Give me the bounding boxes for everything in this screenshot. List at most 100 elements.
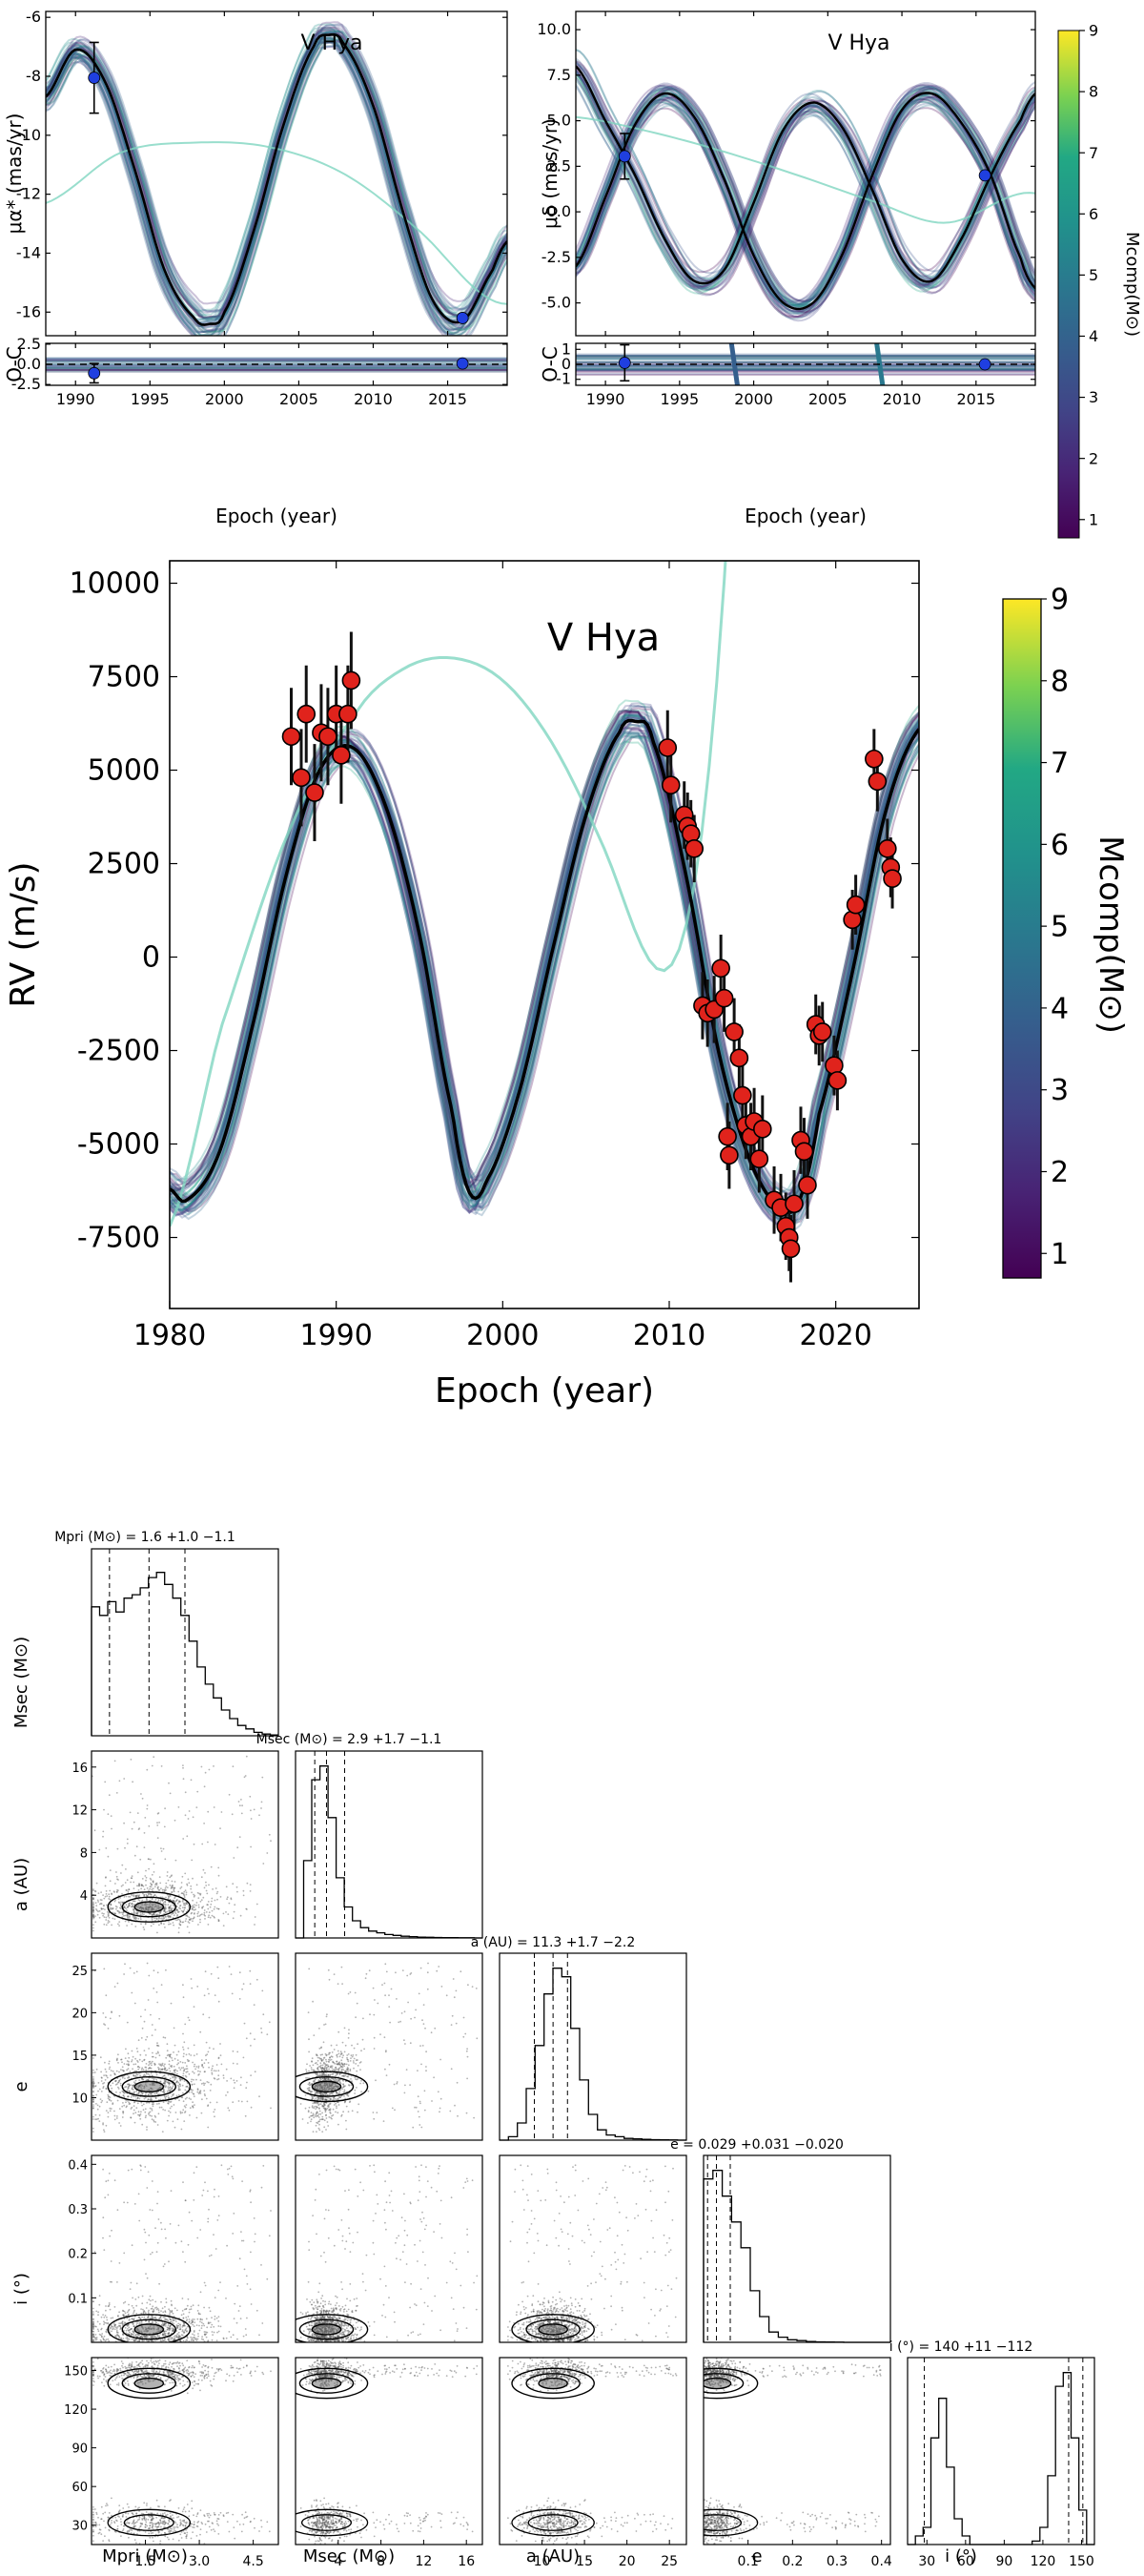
sample-point: [193, 1916, 195, 1919]
sample-point: [116, 1982, 119, 1985]
sample-point: [162, 1847, 165, 1850]
sample-point: [124, 2057, 127, 2060]
sample-point: [187, 2016, 190, 2019]
sample-point: [101, 2335, 103, 2338]
sample-point: [396, 1998, 398, 2000]
sample-point: [137, 1895, 140, 1898]
sample-point: [314, 2092, 317, 2095]
sample-point: [125, 2106, 128, 2109]
sample-point: [131, 2088, 133, 2091]
sample-point: [217, 1907, 220, 1910]
sample-point: [197, 2073, 200, 2076]
sample-point: [335, 2074, 337, 2077]
sample-point: [377, 2002, 379, 2005]
sample-point: [327, 2074, 330, 2076]
density-contour: [298, 2075, 355, 2097]
sample-point: [433, 2076, 435, 2079]
sample-point: [338, 2063, 341, 2066]
sample-point: [171, 2087, 174, 2090]
sample-point: [169, 2087, 171, 2090]
sample-point: [183, 2052, 185, 2055]
pm-ra-data-point: [88, 72, 101, 84]
sample-point: [173, 2104, 175, 2106]
sample-point: [330, 2097, 332, 2100]
sample-point: [191, 2078, 194, 2081]
posterior-orbit-line: [576, 88, 1035, 313]
sample-point: [163, 2082, 165, 2085]
sample-point: [155, 2306, 158, 2309]
sample-point: [313, 2107, 315, 2110]
sample-point: [343, 2101, 346, 2104]
sample-point: [268, 2235, 271, 2237]
sample-point: [362, 2017, 364, 2020]
sample-point: [179, 2069, 182, 2071]
sample-point: [110, 2326, 112, 2329]
sample-point: [341, 2066, 344, 2069]
posterior-orbit-line: [46, 40, 507, 336]
sample-point: [122, 2334, 125, 2337]
sample-point: [145, 1884, 147, 1886]
sample-point: [215, 2339, 218, 2342]
sample-point: [116, 2115, 118, 2117]
sample-point: [187, 2316, 190, 2318]
sample-point: [193, 2199, 195, 2201]
posterior-orbit-line: [576, 94, 1035, 306]
sample-point: [456, 2081, 459, 2084]
sample-point: [150, 2062, 153, 2065]
sample-point: [242, 2239, 245, 2242]
sample-point: [197, 2065, 200, 2068]
sample-point: [325, 2129, 327, 2131]
sample-point: [313, 2116, 316, 2119]
sample-point: [153, 1913, 155, 1916]
sample-point: [127, 2076, 129, 2079]
sample-point: [92, 2307, 94, 2310]
sample-point: [211, 2071, 214, 2074]
sample-point: [100, 2071, 102, 2073]
sample-point: [139, 2169, 142, 2172]
sample-point: [176, 2324, 179, 2327]
sample-point: [358, 2103, 360, 2106]
sample-point: [169, 1876, 172, 1879]
sample-point: [127, 2087, 130, 2090]
sample-point: [348, 2084, 350, 2086]
sample-point: [260, 2027, 262, 2030]
sample-point: [161, 2322, 164, 2325]
sample-point: [118, 1906, 121, 1909]
sample-point: [175, 2081, 178, 2084]
sample-point: [127, 2068, 130, 2071]
sample-point: [165, 2056, 168, 2059]
sample-point: [238, 1836, 241, 1838]
sample-point: [135, 1912, 138, 1915]
sample-point: [110, 1903, 112, 1906]
sample-point: [171, 1907, 174, 1910]
density-contour: [133, 2080, 165, 2093]
sample-point: [214, 2077, 216, 2080]
sample-point: [323, 2126, 326, 2129]
sample-point: [304, 2094, 307, 2096]
sample-point: [164, 1900, 167, 1903]
sample-point: [168, 2090, 170, 2092]
sample-point: [114, 2080, 117, 2082]
sample-point: [164, 2082, 167, 2085]
sample-point: [135, 1894, 138, 1897]
sample-point: [148, 2067, 151, 2070]
sample-point: [167, 2102, 170, 2105]
sample-point: [157, 2069, 160, 2071]
sample-point: [240, 2239, 243, 2242]
sample-point: [128, 2091, 131, 2092]
sample-point: [326, 2105, 329, 2108]
sample-point: [172, 1911, 174, 1914]
sample-point: [346, 2094, 349, 2096]
sample-point: [179, 2078, 182, 2081]
sample-point: [135, 2073, 138, 2075]
sample-point: [92, 2325, 94, 2328]
sample-point: [383, 2036, 386, 2039]
sample-point: [177, 2087, 180, 2090]
sample-point: [105, 2309, 107, 2312]
sample-point: [159, 1882, 162, 1885]
scatter-2-0: [92, 1962, 272, 2133]
sample-point: [337, 2068, 339, 2071]
sample-point: [216, 1890, 219, 1893]
sample-point: [188, 1931, 191, 1934]
sample-point: [322, 2118, 324, 2121]
